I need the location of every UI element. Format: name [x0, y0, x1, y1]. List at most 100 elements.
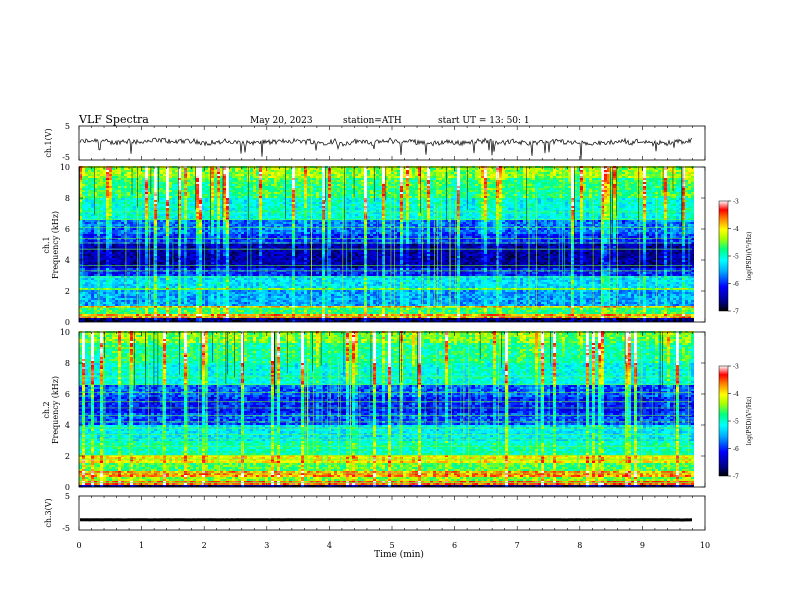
- spec-cell: [415, 280, 418, 282]
- spec-cell: [133, 274, 136, 276]
- spec-cell: [598, 312, 601, 314]
- spec-cell: [163, 316, 166, 318]
- spec-cell: [106, 318, 109, 320]
- spec-cell: [109, 296, 112, 298]
- spec-cell: [301, 290, 304, 292]
- spec-cell: [481, 314, 484, 316]
- spec-cell: [394, 288, 397, 290]
- spec-cell: [394, 298, 397, 300]
- spec-cell: [100, 294, 103, 296]
- spec-cell: [394, 294, 397, 296]
- spec-cell: [385, 274, 388, 276]
- spec-cell: [151, 288, 154, 290]
- spec-cell: [667, 284, 670, 286]
- spec-cell: [679, 280, 682, 282]
- spec-cell: [370, 310, 373, 312]
- spec-cell: [349, 304, 352, 306]
- spec-cell: [79, 298, 82, 300]
- spec-cell: [301, 286, 304, 288]
- spec-cell: [436, 310, 439, 312]
- spec-cell: [106, 296, 109, 298]
- spec-cell: [553, 290, 556, 292]
- spec-cell: [325, 304, 328, 306]
- spec-cell: [472, 300, 475, 302]
- spec-cell: [547, 294, 550, 296]
- spec-cell: [307, 286, 310, 288]
- spec-cell: [499, 278, 502, 280]
- spec-cell: [553, 318, 556, 320]
- spec-cell: [133, 278, 136, 280]
- spec-cell: [643, 282, 646, 284]
- spec-cell: [172, 318, 175, 320]
- spec-cell: [100, 298, 103, 300]
- spec-cell: [556, 292, 559, 294]
- spec-cell: [154, 288, 157, 290]
- spec-cell: [250, 300, 253, 302]
- spec-cell: [553, 312, 556, 314]
- spec-cell: [529, 316, 532, 318]
- spec-cell: [598, 300, 601, 302]
- spec-cell: [94, 282, 97, 284]
- spec-cell: [115, 302, 118, 304]
- spec-cell: [367, 304, 370, 306]
- spec-cell: [271, 308, 274, 310]
- spec-cell: [217, 288, 220, 290]
- spec-cell: [166, 318, 169, 320]
- spec-cell: [589, 280, 592, 282]
- spec-cell: [247, 310, 250, 312]
- spec-cell: [403, 312, 406, 314]
- spec-cell: [679, 284, 682, 286]
- spec-cell: [85, 286, 88, 288]
- spec-cell: [397, 310, 400, 312]
- spec-cell: [184, 302, 187, 304]
- spec-cell: [271, 312, 274, 314]
- spec-cell: [493, 292, 496, 294]
- spec-cell: [250, 316, 253, 318]
- spec-cell: [373, 308, 376, 310]
- spec-cell: [631, 274, 634, 276]
- spec-cell: [355, 304, 358, 306]
- spec-cell: [661, 286, 664, 288]
- spec-cell: [505, 274, 508, 276]
- spec-cell: [652, 320, 655, 322]
- spec-cell: [511, 286, 514, 288]
- spec-cell: [274, 278, 277, 280]
- spec-cell: [565, 288, 568, 290]
- spec-cell: [538, 318, 541, 320]
- spec-cell: [670, 292, 673, 294]
- spec-cell: [466, 282, 469, 284]
- spec-cell: [295, 310, 298, 312]
- spec-cell: [103, 312, 106, 314]
- spec-cell: [418, 296, 421, 298]
- spec-cell: [106, 320, 109, 322]
- spec-cell: [361, 284, 364, 286]
- spec-cell: [673, 320, 676, 322]
- spec-cell: [628, 320, 631, 322]
- spec-cell: [424, 320, 427, 322]
- spec-cell: [79, 316, 82, 318]
- spec-cell: [406, 300, 409, 302]
- spec-cell: [298, 320, 301, 322]
- spec-cell: [577, 308, 580, 310]
- spec-cell: [550, 274, 553, 276]
- spec-cell: [127, 290, 130, 292]
- spec-cell: [628, 292, 631, 294]
- spec-cell: [196, 272, 199, 274]
- spec-cell: [109, 282, 112, 284]
- spec-cell: [451, 320, 454, 322]
- spec-cell: [238, 286, 241, 288]
- spec-cell: [385, 302, 388, 304]
- spec-cell: [574, 284, 577, 286]
- spec-cell: [319, 284, 322, 286]
- spec-cell: [466, 304, 469, 306]
- spec-cell: [511, 292, 514, 294]
- spec-cell: [478, 278, 481, 280]
- spec-cell: [649, 274, 652, 276]
- spec-cell: [220, 308, 223, 310]
- spec-cell: [442, 304, 445, 306]
- spec-cell: [337, 302, 340, 304]
- spec-cell: [142, 310, 145, 312]
- spec-cell: [250, 308, 253, 310]
- spec-cell: [373, 278, 376, 280]
- spec-cell: [217, 294, 220, 296]
